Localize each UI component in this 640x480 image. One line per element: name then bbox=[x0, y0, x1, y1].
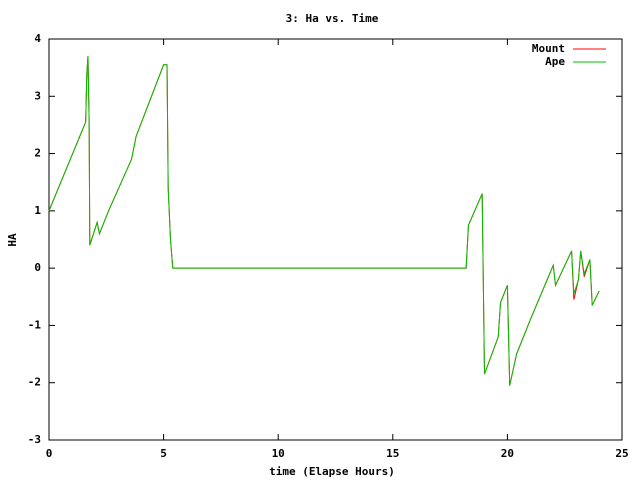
y-tick-label: 2 bbox=[34, 147, 41, 160]
x-tick-label: 15 bbox=[386, 447, 399, 460]
y-tick-label: -3 bbox=[28, 433, 41, 446]
x-tick-label: 20 bbox=[501, 447, 514, 460]
x-tick-label: 25 bbox=[615, 447, 628, 460]
x-tick-label: 10 bbox=[272, 447, 285, 460]
x-axis-label: time (Elapse Hours) bbox=[269, 465, 395, 478]
x-tick-label: 0 bbox=[46, 447, 53, 460]
x-tick-label: 5 bbox=[160, 447, 167, 460]
y-axis-label: HA bbox=[6, 233, 19, 247]
series-line bbox=[48, 56, 600, 386]
legend-label: Ape bbox=[545, 55, 565, 68]
series-line bbox=[48, 56, 600, 386]
plot-frame bbox=[48, 38, 623, 441]
y-tick-label: 3 bbox=[34, 89, 41, 102]
y-tick-label: -2 bbox=[28, 376, 41, 389]
y-tick-label: 4 bbox=[34, 32, 41, 45]
y-tick-label: -1 bbox=[28, 318, 42, 331]
y-tick-label: 1 bbox=[34, 204, 41, 217]
y-tick-label: 0 bbox=[34, 261, 41, 274]
chart-title: 3: Ha vs. Time bbox=[286, 12, 379, 25]
legend-label: Mount bbox=[532, 42, 565, 55]
